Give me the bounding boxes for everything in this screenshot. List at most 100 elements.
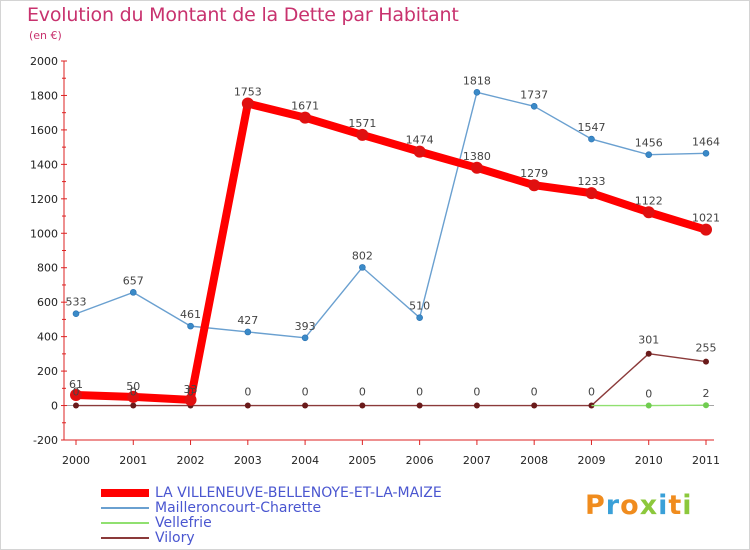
data-point — [528, 179, 541, 192]
data-point — [642, 206, 655, 219]
data-label: 1753 — [234, 86, 262, 99]
data-point — [416, 402, 423, 409]
legend: LA VILLENEUVE-BELLENOYE-ET-LA-MAIZE Maill… — [101, 484, 442, 546]
x-tick-label: 2007 — [463, 454, 491, 467]
data-point — [184, 393, 197, 406]
data-label: 1021 — [692, 212, 720, 225]
data-point — [72, 310, 80, 318]
data-point — [70, 389, 82, 402]
legend-label: Mailleroncourt-Charette — [155, 499, 322, 516]
data-label: 301 — [638, 334, 659, 347]
series-line-1 — [75, 91, 707, 339]
y-tick-label: -200 — [33, 434, 58, 447]
y-tick-label: 1400 — [30, 158, 58, 171]
data-label: 510 — [409, 300, 430, 313]
y-tick-label: 400 — [37, 331, 58, 344]
legend-item: Vilory — [101, 529, 442, 546]
x-tick-label: 2003 — [234, 454, 262, 467]
legend-swatch — [101, 521, 149, 524]
data-point — [585, 187, 598, 200]
data-point — [645, 151, 653, 159]
logo-letter: t — [668, 490, 683, 521]
data-label: 0 — [359, 386, 366, 399]
series-line-0 — [75, 99, 708, 404]
data-point — [703, 402, 709, 409]
data-point — [244, 402, 251, 409]
data-label: 33 — [184, 383, 198, 396]
x-tick-label: 2011 — [692, 454, 720, 467]
x-tick-label: 2010 — [635, 454, 663, 467]
data-label: 1547 — [577, 121, 605, 134]
data-label: 0 — [531, 386, 538, 399]
y-tick-label: 800 — [37, 262, 58, 275]
data-point — [645, 402, 652, 409]
data-point — [413, 145, 426, 158]
legend-label: LA VILLENEUVE-BELLENOYE-ET-LA-MAIZE — [155, 484, 442, 501]
legend-label: Vellefrie — [155, 514, 212, 531]
y-tick-label: 600 — [37, 296, 58, 309]
chart-unit: (en €) — [29, 29, 62, 42]
legend-swatch — [101, 506, 149, 509]
x-tick-label: 2004 — [291, 454, 319, 467]
x-tick-label: 2009 — [577, 454, 605, 467]
data-point — [301, 334, 309, 342]
data-label: 1122 — [635, 194, 663, 207]
logo-letter: i — [682, 490, 693, 521]
data-label: 0 — [416, 386, 423, 399]
data-point — [416, 314, 423, 321]
y-tick-label: 1000 — [30, 227, 58, 240]
data-label: 427 — [237, 314, 258, 327]
chart-title: Evolution du Montant de la Dette par Hab… — [27, 4, 459, 26]
legend-label: Vilory — [155, 529, 195, 546]
logo-letter: x — [639, 490, 659, 521]
data-label: 1279 — [520, 167, 548, 180]
data-label: 0 — [473, 386, 480, 399]
data-point — [244, 328, 252, 336]
data-label: 393 — [295, 320, 316, 333]
data-label: 461 — [180, 308, 201, 321]
data-label: 1456 — [635, 137, 663, 150]
data-label: 61 — [69, 378, 83, 391]
y-tick-label: 1800 — [30, 89, 58, 102]
data-label: 1380 — [463, 150, 491, 163]
data-label: 0 — [73, 386, 80, 399]
logo-letter: r — [605, 490, 621, 521]
data-label: 802 — [352, 249, 373, 262]
data-label: 2 — [703, 387, 710, 400]
data-label: 1233 — [577, 175, 605, 188]
data-label: 1474 — [406, 134, 434, 147]
data-point — [130, 402, 137, 409]
data-label: 1671 — [291, 100, 319, 113]
legend-item: Mailleroncourt-Charette — [101, 499, 442, 516]
legend-item: Vellefrie — [101, 514, 442, 531]
x-tick-label: 2001 — [119, 454, 147, 467]
data-point — [302, 402, 309, 409]
data-point — [241, 97, 254, 110]
y-tick-label: 0 — [51, 400, 58, 413]
logo-letter: o — [620, 490, 640, 521]
data-label: 1464 — [692, 135, 720, 148]
x-tick-label: 2006 — [406, 454, 434, 467]
data-point — [473, 89, 481, 96]
data-label: 1571 — [348, 117, 376, 130]
y-tick-label: 2000 — [30, 55, 58, 68]
data-point — [299, 111, 312, 124]
data-point — [73, 402, 79, 409]
x-tick-label: 2005 — [348, 454, 376, 467]
series-line-3 — [76, 352, 707, 407]
logo-letter: i — [658, 490, 669, 521]
logo-letter: P — [585, 490, 606, 521]
data-label: 0 — [187, 386, 194, 399]
data-point — [700, 223, 712, 236]
data-label: 50 — [126, 380, 140, 393]
data-point — [127, 390, 140, 403]
data-point — [187, 322, 194, 330]
data-point — [359, 402, 366, 409]
data-label: 657 — [123, 274, 144, 287]
data-point — [129, 289, 137, 296]
data-label: 0 — [130, 386, 137, 399]
legend-swatch — [101, 536, 149, 539]
legend-item: LA VILLENEUVE-BELLENOYE-ET-LA-MAIZE — [101, 484, 442, 501]
